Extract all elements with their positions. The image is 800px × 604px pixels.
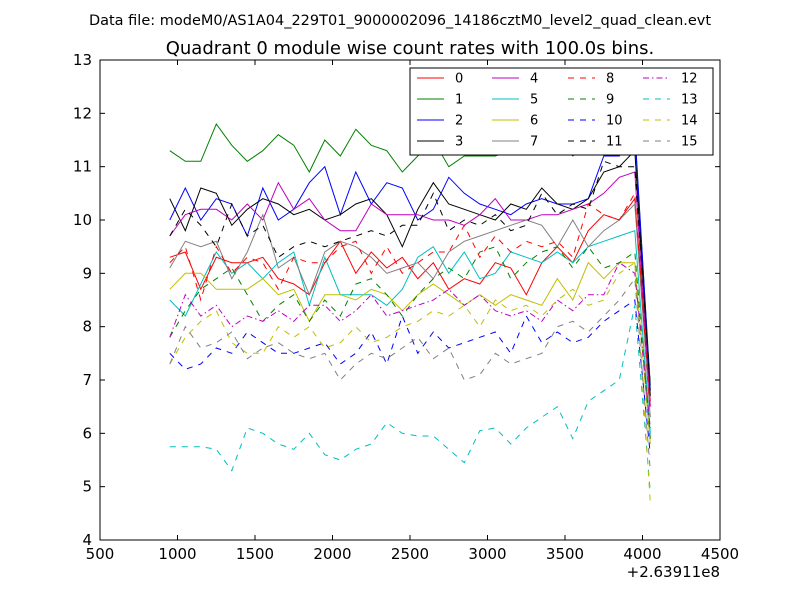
series-line-1 [169,122,651,386]
y-tick-label: 11 [73,158,92,176]
series-line-7 [169,202,651,418]
y-tick-label: 7 [82,371,92,389]
y-tick-label: 5 [82,478,92,496]
y-tick-label: 13 [73,51,92,69]
legend-label-4: 4 [530,72,538,87]
series-line-15 [169,277,651,471]
legend-label-10: 10 [606,114,623,129]
series-line-3 [169,149,651,397]
y-tick-label: 10 [73,211,92,229]
x-tick-label: 4500 [701,545,739,563]
y-tick-label: 9 [82,264,92,282]
x-offset-label: +2.63911e8 [627,563,720,581]
y-tick-label: 12 [73,104,92,122]
legend-label-11: 11 [606,135,623,150]
x-tick-label: 1000 [158,545,196,563]
y-tick-label: 6 [82,424,92,442]
y-tick-label: 8 [82,318,92,336]
series-line-4 [169,171,651,407]
series-line-6 [169,261,651,445]
series-line-9 [169,245,651,439]
x-tick-label: 1500 [236,545,274,563]
y-tick-label: 4 [82,531,92,549]
x-tick-label: 3000 [468,545,506,563]
chart-title: Quadrant 0 module wise count rates with … [166,38,655,59]
legend-label-14: 14 [681,114,698,129]
x-tick-label: 4000 [623,545,661,563]
legend-label-0: 0 [455,72,463,87]
legend-label-7: 7 [530,135,538,150]
series-line-2 [169,127,651,391]
series-line-5 [169,230,651,434]
x-tick-label: 3500 [546,545,584,563]
legend-label-5: 5 [530,93,538,108]
legend-label-1: 1 [455,93,463,108]
series-line-8 [169,191,651,413]
chart-subtitle: Data file: modeM0/AS1A04_229T01_90000020… [89,13,711,29]
axis-ticks: 500 1000 1500 2000 2500 3000 3500 4000 4500 4 5 6 7 8… [73,51,739,563]
series-line-11 [169,160,651,386]
x-tick-label: 2500 [391,545,429,563]
legend-label-9: 9 [606,93,614,108]
series-line-14 [169,261,651,503]
legend-label-3: 3 [455,135,463,150]
series-line-10 [169,299,651,455]
x-tick-label: 2000 [313,545,351,563]
legend-label-2: 2 [455,114,463,129]
x-tick-label: 500 [86,545,115,563]
legend-label-6: 6 [530,114,538,129]
legend-box [409,67,714,156]
legend-label-15: 15 [681,135,698,150]
series-line-12 [169,261,651,429]
plot-area [169,122,651,503]
legend-label-13: 13 [681,93,698,108]
legend-label-12: 12 [681,72,698,87]
legend-label-8: 8 [606,72,614,87]
series-line-13 [169,305,651,493]
